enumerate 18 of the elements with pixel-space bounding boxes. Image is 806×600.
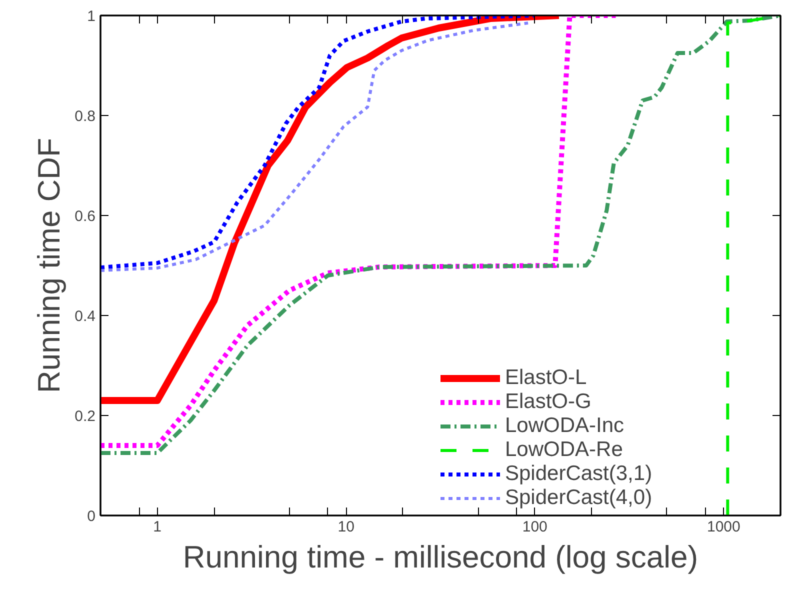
y-axis-title: Running time CDF [32, 138, 67, 393]
y-tick-label: 0 [87, 508, 96, 525]
legend-label: SpiderCast(4,0) [505, 486, 652, 510]
legend-label: LowODA-Re [505, 438, 623, 462]
y-tick-label: 0.8 [74, 108, 96, 125]
y-tick-label: 1 [87, 8, 96, 25]
x-tick-label: 10 [338, 518, 354, 536]
x-tick-label: 100 [522, 518, 548, 536]
y-tick-label: 0.6 [74, 208, 96, 225]
legend-label: ElastO-G [505, 390, 592, 414]
legend-label: LowODA-Inc [505, 414, 624, 438]
x-tick-label: 1 [153, 518, 162, 536]
legend-label: SpiderCast(3,1) [505, 462, 652, 486]
legend-label: ElastO-L [505, 366, 587, 390]
x-tick-label: 1000 [706, 518, 740, 536]
y-tick-label: 0.2 [74, 408, 96, 425]
x-axis-title: Running time - millisecond (log scale) [182, 540, 698, 574]
y-tick-label: 0.4 [74, 308, 96, 325]
